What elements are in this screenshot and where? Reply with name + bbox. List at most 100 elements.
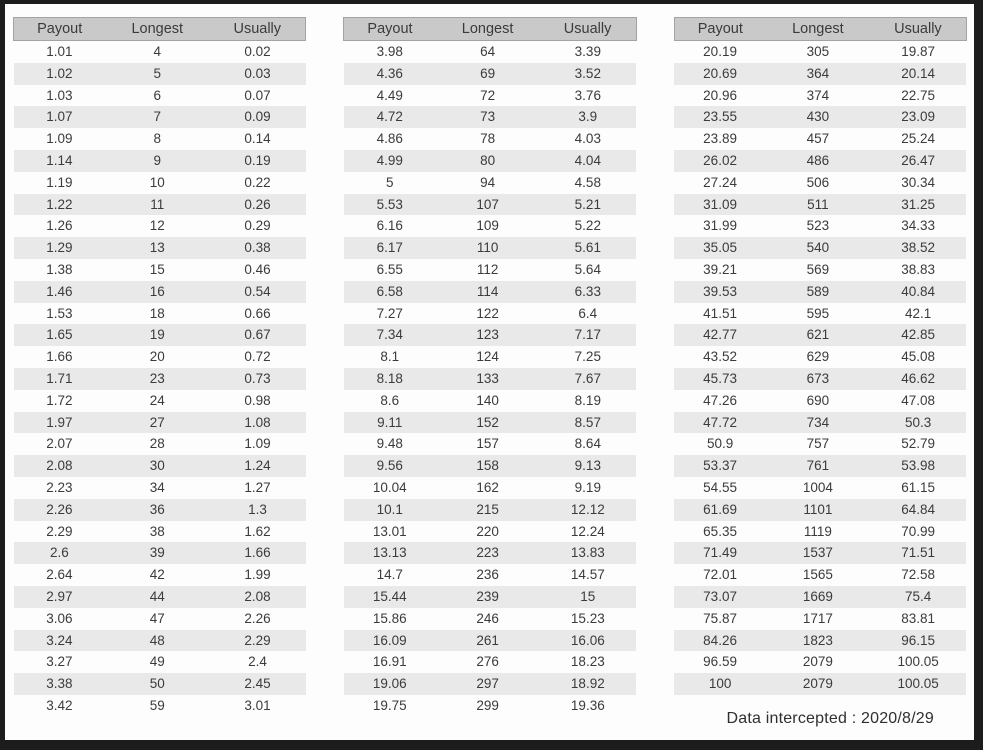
table-row: 84.26 1823 96.15 — [674, 629, 967, 652]
table-row: 71.49 1537 71.51 — [674, 542, 967, 565]
cell-usually: 0.73 — [244, 370, 271, 386]
cell-longest: 152 — [476, 414, 499, 430]
cell-usually: 6.33 — [574, 283, 601, 299]
cell-usually: 18.92 — [570, 676, 605, 692]
cell-usually: 16.06 — [570, 632, 605, 648]
cell-usually: 3.76 — [574, 87, 601, 103]
cell-usually: 1.3 — [248, 501, 267, 517]
table-row: 2.97 44 2.08 — [13, 585, 306, 608]
cell-longest: 19 — [149, 327, 165, 343]
cell-usually: 0.09 — [244, 109, 271, 125]
cell-longest: 39 — [149, 545, 165, 561]
cell-longest: 1669 — [802, 588, 833, 604]
cell-payout: 20.69 — [703, 65, 737, 81]
table-row: 39.53 589 40.84 — [674, 280, 967, 303]
cell-payout: 9.56 — [376, 458, 403, 474]
cell-longest: 140 — [476, 392, 499, 408]
cell-payout: 6.55 — [376, 261, 403, 277]
cell-longest: 236 — [476, 567, 499, 583]
cell-longest: 506 — [806, 174, 830, 190]
cell-payout: 96.59 — [703, 654, 737, 670]
cell-longest: 569 — [806, 261, 830, 277]
table-row: 9.48 157 8.64 — [344, 433, 636, 455]
table-row: 72.01 1565 72.58 — [674, 564, 966, 586]
table-row: 6.16 109 5.22 — [344, 215, 636, 237]
cell-longest: 457 — [806, 131, 830, 147]
table-row: 15.86 246 15.23 — [344, 608, 636, 630]
payout-table-3: Payout Longest Usually 20.19 305 19.87 20.6… — [673, 17, 967, 695]
cell-payout: 1.46 — [46, 283, 73, 299]
header-row: Payout Longest Usually — [673, 17, 967, 41]
cell-usually: 100.05 — [897, 654, 939, 670]
table-row: 54.55 1004 61.15 — [674, 477, 966, 499]
cell-usually: 4.58 — [574, 174, 601, 190]
cell-payout: 2.07 — [46, 436, 73, 452]
cell-payout: 10.04 — [372, 479, 407, 495]
cell-usually: 4.03 — [574, 131, 601, 147]
cell-longest: 24 — [149, 392, 165, 408]
cell-longest: 2079 — [802, 676, 833, 692]
cell-payout: 2.23 — [46, 479, 73, 495]
cell-usually: 70.99 — [901, 523, 936, 539]
table-row: 4.99 80 4.04 — [343, 149, 637, 172]
cell-longest: 15 — [149, 261, 165, 277]
cell-usually: 9.19 — [574, 479, 601, 495]
cell-usually: 15.23 — [570, 610, 605, 626]
cell-usually: 0.98 — [244, 392, 271, 408]
cell-longest: 511 — [807, 196, 829, 212]
cell-payout: 1.66 — [46, 349, 73, 365]
table-row: 96.59 2079 100.05 — [674, 651, 966, 673]
cell-payout: 42.77 — [703, 327, 737, 343]
table-row: 3.98 64 3.39 — [344, 41, 636, 63]
cell-usually: 64.84 — [901, 501, 936, 517]
cell-longest: 9 — [153, 152, 161, 168]
cell-longest: 261 — [476, 632, 499, 648]
cell-payout: 6.58 — [376, 283, 403, 299]
cell-payout: 7.27 — [376, 305, 403, 321]
cell-longest: 239 — [476, 588, 499, 604]
cell-usually: 0.22 — [244, 174, 271, 190]
cell-payout: 1.02 — [46, 65, 73, 81]
cell-longest: 4 — [153, 44, 161, 59]
cell-payout: 2.26 — [46, 501, 73, 517]
table-row: 1.02 5 0.03 — [13, 62, 306, 85]
table-row: 4.36 69 3.52 — [343, 62, 637, 85]
table-row: 7.27 122 6.4 — [344, 303, 636, 325]
table-row: 1.72 24 0.98 — [14, 390, 306, 412]
cell-usually: 42.1 — [905, 305, 932, 321]
table-row: 1.65 19 0.67 — [13, 324, 306, 347]
cell-payout: 2.6 — [50, 545, 69, 561]
cell-payout: 16.91 — [372, 654, 407, 670]
table-row: 7.34 123 7.17 — [343, 324, 637, 347]
cell-payout: 41.51 — [703, 305, 737, 321]
cell-payout: 2.29 — [46, 523, 73, 539]
payout-table-2: Payout Longest Usually 3.98 64 3.39 4.36 69 3… — [343, 17, 637, 717]
cell-payout: 4.49 — [376, 87, 403, 103]
cell-payout: 1.22 — [46, 196, 73, 212]
cell-longest: 73 — [480, 109, 496, 125]
cell-usually: 23.09 — [901, 109, 936, 125]
table-row: 1.29 13 0.38 — [13, 237, 306, 259]
cell-payout: 15.86 — [372, 610, 407, 626]
cell-usually: 25.24 — [901, 131, 936, 147]
cell-payout: 100 — [708, 676, 732, 692]
cell-usually: 45.08 — [901, 349, 936, 365]
cell-payout: 1.03 — [46, 87, 73, 103]
table-row: 9.56 158 9.13 — [343, 455, 637, 477]
cell-payout: 3.38 — [46, 676, 73, 692]
cell-longest: 124 — [476, 349, 499, 365]
cell-payout: 13.01 — [372, 523, 407, 539]
cell-usually: 0.29 — [244, 218, 271, 234]
cell-usually: 0.66 — [244, 305, 271, 321]
cell-longest: 297 — [476, 676, 499, 692]
table-row: 10.04 162 9.19 — [344, 477, 636, 499]
cell-longest: 112 — [476, 261, 499, 277]
cell-usually: 53.98 — [901, 458, 936, 474]
cell-usually: 0.19 — [244, 152, 271, 168]
cell-usually: 12.12 — [570, 501, 605, 517]
table-row: 61.69 1101 64.84 — [674, 498, 967, 521]
table-row: 1.66 20 0.72 — [14, 346, 306, 368]
table-row: 27.24 506 30.34 — [674, 172, 966, 194]
table-row: 3.42 59 3.01 — [14, 695, 306, 717]
column-header-payout: Payout — [673, 17, 766, 41]
